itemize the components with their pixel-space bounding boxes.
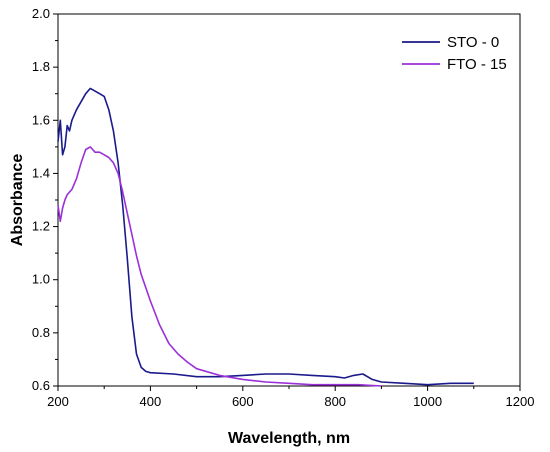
axis-ticks: 200 400 600 800 1000 1200 0.6 0.8 1.0 1.2 1.4 1.6 1.… (32, 6, 535, 409)
series-line-2 (57, 146, 382, 387)
series-line-1 (57, 87, 474, 386)
x-tick-label: 200 (47, 394, 69, 409)
y-tick-label: 1.2 (32, 219, 50, 234)
legend: STO - 0 FTO - 15 (402, 34, 507, 73)
y-tick-label: 1.8 (32, 59, 50, 74)
x-tick-label: 800 (324, 394, 346, 409)
y-axis-title: Absorbance (9, 154, 26, 247)
x-tick-label: 1000 (413, 394, 442, 409)
x-tick-label: 600 (232, 394, 254, 409)
y-tick-label: 1.4 (32, 165, 50, 180)
y-tick-label: 2.0 (32, 6, 50, 21)
x-tick-label: 400 (140, 394, 162, 409)
y-tick-label: 0.6 (32, 378, 50, 393)
series-layer (57, 87, 474, 387)
y-tick-label: 1.0 (32, 272, 50, 287)
legend-label: FTO - 15 (447, 56, 507, 73)
y-tick-label: 1.6 (32, 112, 50, 127)
x-axis-title: Wavelength, nm (228, 430, 350, 447)
x-tick-label: 1200 (506, 394, 535, 409)
legend-label: STO - 0 (447, 34, 499, 51)
y-tick-label: 0.8 (32, 325, 50, 340)
